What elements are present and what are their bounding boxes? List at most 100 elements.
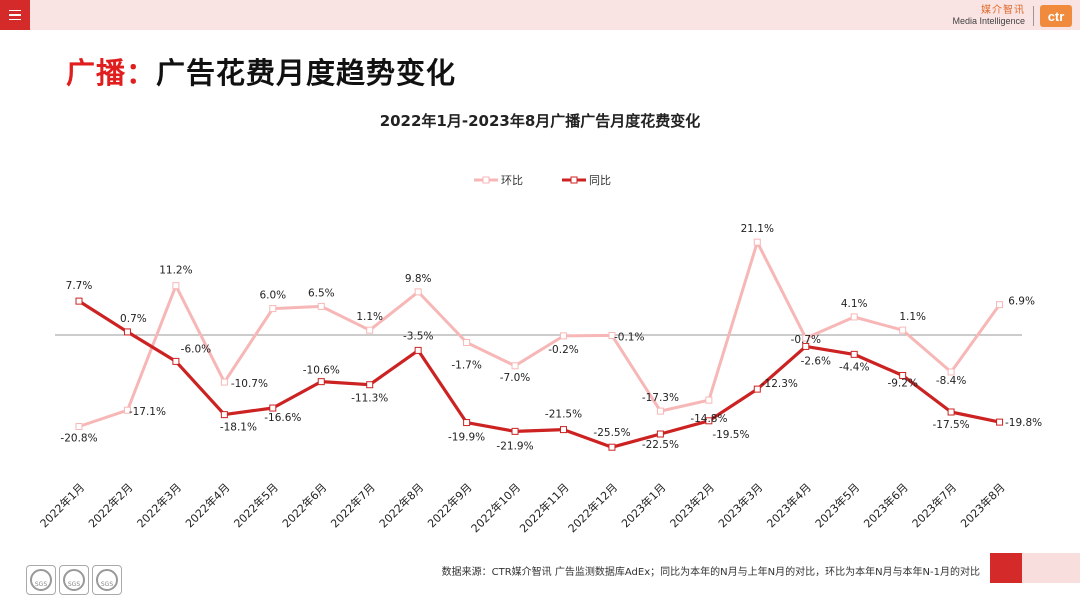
point-yoy [753, 385, 761, 393]
point-yoy [899, 371, 907, 379]
data-label-yoy: 0.7% [120, 313, 147, 325]
point-mom [802, 334, 810, 342]
x-tick-label: 2023年3月 [715, 480, 765, 530]
series-line-mom [78, 240, 1001, 428]
data-label-yoy: -2.6% [801, 355, 831, 367]
point-mom [850, 313, 858, 321]
data-label-mom: 4.1% [841, 298, 868, 310]
footer-pink-block [1022, 553, 1080, 583]
sgs-seal-icon: SGS [92, 565, 122, 595]
x-tick-label: 2022年7月 [328, 480, 378, 530]
point-mom [123, 406, 131, 414]
point-mom [75, 423, 83, 431]
point-mom [656, 407, 664, 415]
data-label-mom: -0.7% [791, 334, 821, 346]
data-label-yoy: -22.5% [642, 439, 679, 451]
point-yoy [366, 381, 374, 389]
point-mom [753, 238, 761, 246]
data-label-mom: -8.4% [936, 375, 966, 387]
data-label-yoy: -19.5% [712, 429, 749, 441]
ctr-logo: ctr [1040, 5, 1072, 27]
line-chart: 环比 同比 -20.8% -17.1% 11.2% -10.7% 6.0% 6.5% 1.1% 9… [37, 174, 1042, 535]
data-label-yoy: -4.4% [839, 361, 869, 373]
legend-label-mom: 环比 [501, 174, 523, 187]
menu-icon[interactable] [0, 0, 30, 30]
point-mom [317, 302, 325, 310]
point-mom [172, 282, 180, 290]
point-mom [511, 362, 519, 370]
page-title-accent: 广播： [66, 56, 157, 90]
data-label-mom: 9.8% [405, 273, 432, 285]
data-label-yoy: 7.7% [66, 280, 93, 292]
data-label-yoy: -19.9% [448, 432, 485, 444]
data-label-yoy: -3.5% [403, 330, 433, 342]
point-mom [560, 332, 567, 340]
data-label-mom: 6.0% [259, 290, 286, 302]
x-tick-label: 2022年4月 [182, 480, 232, 530]
point-mom [220, 378, 228, 386]
point-mom [269, 305, 277, 313]
data-label-yoy: -19.8% [1005, 417, 1042, 429]
point-mom [463, 338, 471, 346]
x-tick-label: 2023年2月 [667, 480, 717, 530]
data-label-yoy: -11.3% [351, 393, 388, 405]
point-yoy [269, 404, 277, 412]
data-label-mom: -1.7% [451, 360, 481, 372]
data-label-mom: 1.1% [899, 311, 926, 323]
point-yoy [996, 418, 1004, 426]
legend-label-yoy: 同比 [589, 174, 611, 187]
data-source-note: 数据来源：CTR媒介智讯 广告监测数据库AdEx；同比为本年的N月与上年N月的对… [441, 567, 980, 578]
point-mom [414, 288, 422, 296]
point-yoy [802, 342, 810, 350]
x-tick-label: 2022年11月 [516, 480, 571, 535]
footer-red-block [990, 553, 1022, 583]
x-tick-label: 2022年12月 [565, 480, 620, 535]
data-label-mom: -10.7% [231, 378, 268, 390]
point-yoy [220, 411, 228, 419]
data-label-yoy: -17.5% [933, 419, 970, 431]
x-tick-label: 2023年6月 [861, 480, 911, 530]
point-yoy [560, 426, 567, 434]
point-yoy [463, 419, 471, 427]
point-yoy [705, 417, 713, 425]
brand-name-en: Media Intelligence [952, 16, 1025, 26]
data-label-yoy: -16.6% [264, 412, 301, 424]
x-tick-label: 2022年1月 [37, 480, 87, 530]
data-label-mom: -0.2% [548, 344, 578, 356]
point-yoy [947, 408, 955, 416]
x-tick-label: 2022年2月 [85, 480, 135, 530]
page-title: 广播：广告花费月度趋势变化 [66, 50, 456, 92]
data-label-yoy: -9.2% [887, 378, 917, 390]
data-label-yoy: -21.5% [545, 409, 582, 421]
data-label-mom: -7.0% [500, 372, 530, 384]
page-title-rest: 广告花费月度趋势变化 [156, 56, 457, 90]
point-mom [608, 331, 616, 339]
series-line-yoy [78, 299, 1000, 449]
point-yoy [317, 378, 325, 386]
x-tick-label: 2023年7月 [909, 480, 959, 530]
data-label-mom: -20.8% [60, 433, 97, 445]
point-mom [366, 326, 374, 334]
point-mom [705, 396, 713, 404]
chart-title: 2022年1月-2023年8月广播广告月度花费变化 [379, 112, 701, 130]
data-label-yoy: -12.3% [761, 378, 798, 390]
data-label-mom: 1.1% [356, 311, 383, 323]
point-yoy [608, 443, 616, 451]
data-label-mom: 6.9% [1008, 296, 1035, 308]
brand-divider [1033, 6, 1034, 26]
certification-seals: SGS SGS SGS [26, 565, 122, 595]
point-yoy [75, 297, 83, 305]
point-yoy [414, 346, 422, 354]
data-label-mom: -0.1% [614, 331, 644, 343]
data-label-mom: 11.2% [159, 265, 192, 277]
point-yoy [172, 357, 180, 365]
legend-marker-mom [482, 176, 490, 184]
x-tick-label: 2023年8月 [958, 480, 1008, 530]
point-mom [899, 326, 907, 334]
data-label-yoy: -25.5% [593, 427, 630, 439]
brand-name-cn: 媒介智讯 [981, 5, 1025, 16]
data-label-mom: 6.5% [308, 287, 335, 299]
data-label-mom: -17.1% [129, 406, 166, 418]
x-tick-label: 2022年6月 [279, 480, 329, 530]
point-yoy [850, 350, 858, 358]
